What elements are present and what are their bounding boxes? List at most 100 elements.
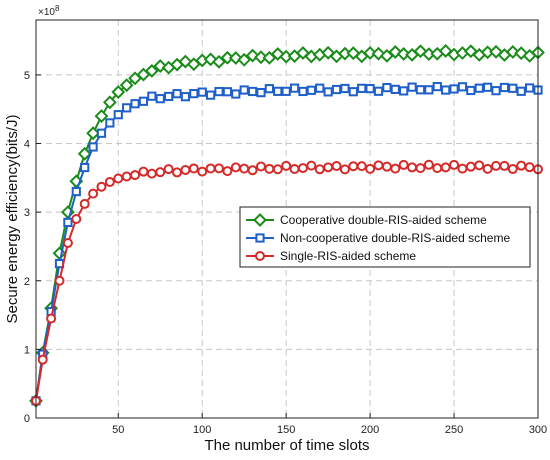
series-marker xyxy=(46,313,57,324)
series-marker xyxy=(499,82,510,93)
series-marker xyxy=(474,83,484,93)
series-marker xyxy=(88,188,99,199)
series-marker xyxy=(230,162,241,173)
series-marker xyxy=(214,86,224,97)
series-marker xyxy=(86,126,100,141)
series-marker xyxy=(146,168,157,179)
legend-entry-3: Single-RIS-aided scheme xyxy=(246,249,416,263)
series-marker xyxy=(54,275,65,286)
series-marker xyxy=(272,164,283,175)
series-marker xyxy=(105,118,115,128)
series-marker xyxy=(516,160,527,171)
series-marker xyxy=(172,89,182,99)
series-marker xyxy=(77,146,92,161)
series-marker xyxy=(525,83,535,93)
series-marker xyxy=(289,83,300,93)
series-marker xyxy=(415,163,426,174)
series-marker xyxy=(331,84,342,95)
series-marker xyxy=(96,181,107,192)
series-marker xyxy=(239,163,250,174)
series-marker xyxy=(197,166,208,177)
series-marker xyxy=(264,84,274,94)
y-tick-label: 2 xyxy=(24,276,30,288)
legend-label: Single-RIS-aided scheme xyxy=(280,249,416,263)
series-marker xyxy=(491,86,501,96)
series-marker xyxy=(222,166,233,177)
legend: Cooperative double-RIS-aided scheme Non-c… xyxy=(239,206,531,268)
axis-ticks: 50 100 150 200 250 300 0 1 2 3 4 5 xyxy=(24,70,547,436)
series-marker xyxy=(331,161,342,172)
series-marker xyxy=(206,90,216,100)
series-marker xyxy=(407,82,417,92)
series-marker xyxy=(155,94,165,104)
legend-label: Non-cooperative double-RIS-aided scheme xyxy=(280,231,510,245)
series-marker xyxy=(264,163,275,174)
series-marker xyxy=(465,161,476,172)
series-marker xyxy=(96,128,107,138)
series-marker xyxy=(483,82,493,92)
legend-box xyxy=(239,206,531,268)
series-marker xyxy=(247,86,258,97)
series-marker xyxy=(499,160,510,171)
series-marker xyxy=(423,159,434,170)
y-tick-label: 3 xyxy=(24,207,30,219)
series-marker xyxy=(457,163,468,174)
x-tick-label: 200 xyxy=(361,424,379,436)
series-marker xyxy=(363,46,378,60)
series-marker xyxy=(348,87,358,97)
legend-swatch-marker xyxy=(255,251,265,261)
series-marker xyxy=(373,160,384,171)
series-marker xyxy=(390,84,400,94)
y-tick-label: 1 xyxy=(24,344,30,356)
legend-entry-2: Non-cooperative double-RIS-aided scheme xyxy=(246,231,510,245)
series-marker xyxy=(356,161,367,172)
series-marker xyxy=(398,159,409,170)
y-tick-label: 5 xyxy=(24,70,30,82)
series-marker xyxy=(256,88,266,98)
series-marker xyxy=(306,160,317,171)
series-marker xyxy=(281,86,291,96)
series-marker xyxy=(188,163,199,174)
series-marker xyxy=(348,161,359,172)
series-marker xyxy=(163,164,174,175)
legend-swatch-marker xyxy=(253,213,267,227)
series-marker xyxy=(516,86,526,96)
series-marker xyxy=(37,354,48,365)
series-marker xyxy=(197,87,207,97)
series-marker xyxy=(323,87,333,97)
x-axis-label: The number of time slots xyxy=(204,437,369,454)
series-marker xyxy=(88,142,98,152)
series-marker xyxy=(144,63,159,78)
series-marker xyxy=(270,47,285,61)
series-marker xyxy=(138,166,149,177)
series-marker xyxy=(298,86,308,97)
series-marker xyxy=(449,84,459,94)
series-marker xyxy=(254,50,268,65)
series-marker xyxy=(306,85,316,95)
series-marker xyxy=(508,83,518,93)
series-marker xyxy=(180,92,191,102)
y-axis-multiplier: ×108 xyxy=(38,4,60,18)
series-marker xyxy=(180,165,191,176)
series-marker xyxy=(239,85,249,95)
x-tick-label: 50 xyxy=(112,424,124,436)
series-marker xyxy=(474,160,485,171)
series-marker xyxy=(399,86,409,96)
series-marker xyxy=(507,164,518,175)
series-marker xyxy=(273,86,283,96)
legend-label: Cooperative double-RIS-aided scheme xyxy=(280,213,487,227)
x-tick-label: 300 xyxy=(529,424,547,436)
series-marker xyxy=(407,162,418,173)
series-marker xyxy=(79,198,90,209)
legend-swatch-marker xyxy=(255,233,265,243)
x-tick-label: 150 xyxy=(277,424,295,436)
series-marker xyxy=(147,91,157,101)
series-marker xyxy=(390,163,401,174)
series-marker xyxy=(323,162,334,173)
series-marker xyxy=(466,85,476,96)
series-marker xyxy=(113,173,124,184)
series-marker xyxy=(314,164,325,175)
series-marker xyxy=(432,81,442,92)
series-marker xyxy=(415,85,426,95)
